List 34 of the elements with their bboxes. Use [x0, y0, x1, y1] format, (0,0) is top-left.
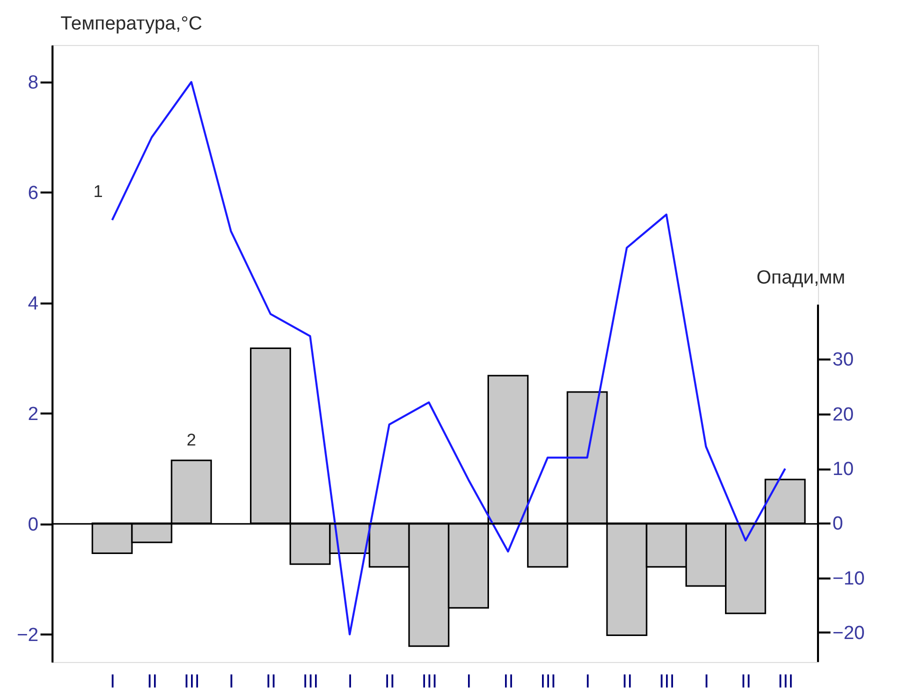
y2-tick-label: 20: [832, 404, 854, 426]
x-tick-label: III: [658, 672, 675, 692]
x-tick-label: III: [421, 672, 438, 692]
x-tick-label: II: [622, 672, 633, 692]
x-tick-label: II: [384, 672, 396, 692]
x-tick-label: I: [348, 672, 353, 692]
x-tick-label: II: [503, 672, 514, 692]
y-tick-label: 6: [28, 182, 38, 204]
x-tick-label: I: [585, 672, 590, 692]
x-tick-label: III: [778, 672, 794, 692]
x-tick-label: III: [540, 672, 556, 692]
y2-tick-label: −10: [832, 568, 865, 590]
x-tick-label: I: [704, 672, 710, 692]
y2-tick-label: −20: [832, 622, 865, 644]
x-tick-label: III: [184, 672, 200, 692]
y-tick-label: 8: [28, 72, 38, 94]
x-tick-label: II: [266, 672, 276, 692]
x-tick-label: I: [466, 672, 472, 692]
y2-tick-label: 0: [832, 514, 844, 535]
x-tick-label: I: [110, 672, 116, 692]
x-tick-label: I: [228, 672, 234, 692]
x-tick-label: II: [740, 672, 752, 692]
series-label: 2: [186, 430, 196, 450]
y-tick-label: −2: [16, 624, 38, 646]
x-tick-label: II: [146, 672, 158, 692]
y2-tick-label: 30: [832, 350, 854, 371]
y2-tick-label: 10: [832, 459, 854, 480]
y-axis-title: Температура,°C: [60, 14, 202, 34]
series-label: 1: [93, 182, 103, 202]
y-tick-label: 2: [28, 404, 38, 425]
y-tick-label: 4: [28, 293, 39, 314]
x-tick-label: III: [302, 672, 319, 692]
y2-axis-title: Опади,мм: [756, 268, 846, 288]
y-tick-label: 0: [28, 514, 38, 536]
